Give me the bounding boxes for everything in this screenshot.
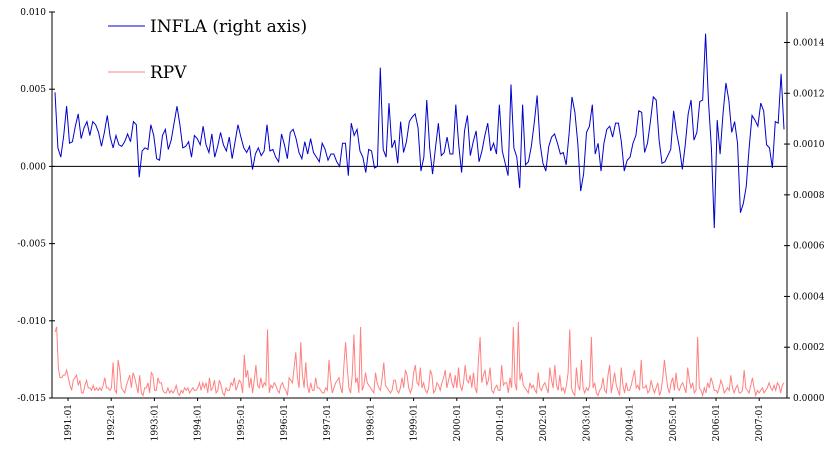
x-tick-label: 2007:01 [755, 404, 765, 441]
series-line-infla [54, 33, 785, 229]
x-tick-label: 1994:01 [194, 404, 204, 441]
series-line-rpv [54, 321, 785, 398]
x-tick-label: 1996:01 [280, 404, 290, 441]
legend-label-rpv: RPV [150, 63, 187, 83]
x-tick-label: 2004:01 [626, 404, 636, 441]
right-tick-label: 0.0006 [793, 242, 825, 252]
right-tick-label: 0.0012 [793, 89, 825, 99]
left-tick-label: -0.015 [17, 394, 46, 404]
left-tick-label: 0.010 [20, 8, 46, 18]
x-tick-label: 2002:01 [539, 404, 549, 441]
legend-label-infla: INFLA (right axis) [150, 17, 307, 37]
x-tick-label: 1997:01 [323, 404, 333, 441]
x-tick-label: 1993:01 [150, 404, 160, 441]
x-tick-label: 1995:01 [237, 404, 247, 441]
x-tick-label: 1991:01 [64, 404, 74, 441]
x-tick-label: 1992:01 [107, 404, 117, 441]
right-tick-label: 0.0004 [793, 292, 825, 302]
x-tick-label: 2000:01 [453, 404, 463, 441]
right-tick-label: 0.0008 [793, 191, 825, 201]
x-tick-label: 2003:01 [582, 404, 592, 441]
x-tick-label: 1998:01 [366, 404, 376, 441]
x-tick-label: 2005:01 [669, 404, 679, 441]
left-tick-label: -0.010 [17, 317, 46, 327]
x-tick-label: 2001:01 [496, 404, 506, 441]
left-tick-label: -0.005 [17, 240, 46, 250]
right-tick-label: 0.0002 [793, 343, 825, 353]
x-tick-label: 2006:01 [712, 404, 722, 441]
left-tick-label: 0.005 [20, 85, 46, 95]
left-tick-label: 0.000 [20, 162, 46, 172]
right-tick-label: 0.0000 [793, 394, 825, 404]
right-tick-label: 0.0014 [793, 38, 825, 48]
x-tick-label: 1999:01 [410, 404, 420, 441]
right-tick-label: 0.0010 [793, 140, 825, 150]
